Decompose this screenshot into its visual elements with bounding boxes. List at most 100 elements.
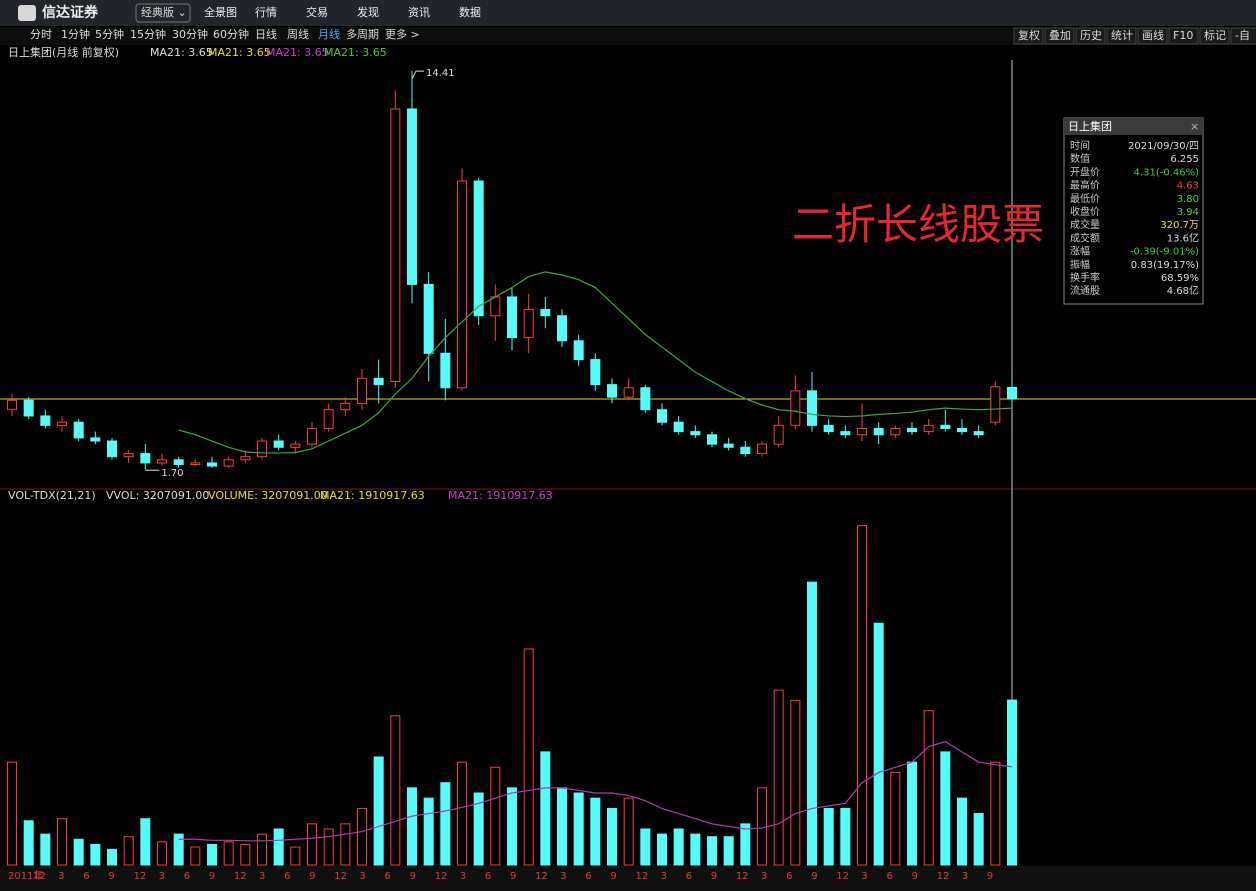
menu-item[interactable]: 全景图	[204, 5, 237, 19]
tool-button[interactable]	[1106, 27, 1137, 45]
x-axis-label: 9	[610, 871, 616, 882]
tool-button[interactable]	[1075, 27, 1106, 45]
period-tab[interactable]: 5分钟	[95, 27, 124, 41]
edition-box[interactable]	[135, 3, 191, 23]
x-axis-label: 9	[987, 871, 993, 882]
tool-button[interactable]	[1199, 27, 1230, 45]
info-close[interactable]: ×	[1190, 120, 1199, 133]
volume-bar	[540, 751, 551, 866]
candle-body	[723, 443, 734, 448]
volume-bar	[590, 797, 601, 866]
candle-body	[657, 409, 667, 423]
volume-label: MA21: 1910917.63	[320, 489, 425, 502]
volume-bar	[307, 823, 317, 866]
x-axis-label: 9	[912, 871, 918, 882]
tool-label[interactable]: 统计	[1111, 29, 1133, 42]
candle-body	[707, 434, 717, 445]
volume-bar	[123, 836, 134, 866]
period-tab[interactable]: 日线	[255, 27, 277, 41]
candle-body	[340, 402, 351, 411]
tool-button[interactable]	[1230, 27, 1256, 45]
candle-body	[640, 387, 651, 411]
candle-body	[40, 415, 51, 426]
high-pointer	[411, 70, 424, 80]
candle-body	[273, 440, 284, 448]
tool-button[interactable]	[1013, 27, 1044, 45]
candle-body	[157, 459, 167, 464]
candle-body	[307, 427, 317, 445]
volume-bar	[107, 849, 117, 866]
volume-bar	[223, 841, 234, 866]
volume-bar	[440, 782, 451, 866]
menu-item[interactable]: 资讯	[408, 6, 430, 19]
candle-body	[973, 431, 984, 436]
x-axis-label: 12	[435, 871, 448, 882]
volume-bar	[23, 820, 34, 866]
x-axis-label: 12	[736, 871, 749, 882]
candle-body	[940, 424, 951, 429]
x-axis-label: 12	[33, 871, 46, 882]
tool-label[interactable]: -自	[1235, 29, 1250, 42]
menu-item[interactable]: 行情	[255, 6, 277, 19]
tool-label[interactable]: 历史	[1080, 29, 1102, 42]
menu-item[interactable]: 发现	[357, 5, 379, 19]
tool-button[interactable]	[1137, 27, 1168, 45]
period-tab[interactable]: 多周期	[346, 27, 379, 41]
x-axis-label: 6	[786, 871, 792, 882]
x-axis-label: 9	[410, 871, 416, 882]
info-label: 换手率	[1070, 271, 1100, 284]
period-tab[interactable]: 1分钟	[61, 27, 90, 41]
candle-body	[823, 424, 834, 433]
candle-body	[907, 427, 917, 433]
period-tab[interactable]: 15分钟	[130, 27, 166, 41]
x-axis-label: 9	[209, 871, 215, 882]
period-tab[interactable]: 分时	[30, 28, 52, 41]
low-label: 1.70	[161, 468, 183, 479]
volume-bar	[657, 833, 667, 866]
candle-body	[490, 296, 501, 317]
edition[interactable]: 经典版 ⌄	[141, 5, 187, 19]
menu-item[interactable]: 交易	[306, 5, 328, 19]
volume-bar	[573, 792, 584, 866]
x-axis-label: 3	[661, 871, 667, 882]
period-tab[interactable]: 30分钟	[172, 27, 208, 41]
candle-body	[873, 427, 884, 436]
tool-label[interactable]: 叠加	[1049, 29, 1071, 42]
candle-body	[423, 283, 434, 354]
ma-label: MA21: 3.65	[324, 46, 387, 59]
info-value: 2021/09/30/四	[1128, 141, 1199, 152]
volume-bar	[940, 751, 951, 866]
volume-bar	[390, 715, 401, 866]
candle-body	[923, 424, 934, 433]
info-value: 68.59%	[1161, 273, 1199, 284]
candle-body	[840, 431, 851, 436]
menu-item[interactable]: 数据	[459, 5, 481, 19]
candle-body	[357, 377, 367, 404]
tool-label[interactable]: 复权	[1018, 28, 1040, 42]
candle-body	[607, 384, 617, 398]
volume-bar	[990, 761, 1001, 866]
x-axis-label: 6	[83, 871, 89, 882]
volume-bar	[957, 797, 967, 866]
x-axis-label: 9	[811, 871, 817, 882]
volume-bar	[607, 807, 617, 866]
x-axis-label: 12	[636, 871, 649, 882]
volume-indicator: VOL-TDX(21,21)	[8, 489, 96, 502]
tool-label[interactable]: F10	[1173, 29, 1193, 42]
tool-label[interactable]: 标记	[1204, 28, 1226, 42]
candle-body	[240, 456, 251, 461]
tool-button[interactable]	[1168, 27, 1199, 45]
period-tab[interactable]: 周线	[287, 27, 309, 41]
tool-button[interactable]	[1044, 27, 1075, 45]
period-tab[interactable]: 60分钟	[213, 27, 249, 41]
volume-bar	[707, 836, 717, 866]
candle-body	[23, 399, 34, 417]
candle-body	[1007, 386, 1017, 400]
period-tab[interactable]: 更多 >	[385, 27, 420, 41]
volume-bar	[890, 771, 901, 866]
period-tab[interactable]: 月线	[318, 27, 340, 41]
volume-bar	[473, 792, 484, 866]
tool-label[interactable]: 画线	[1142, 28, 1164, 42]
info-label: 数值	[1070, 152, 1090, 165]
